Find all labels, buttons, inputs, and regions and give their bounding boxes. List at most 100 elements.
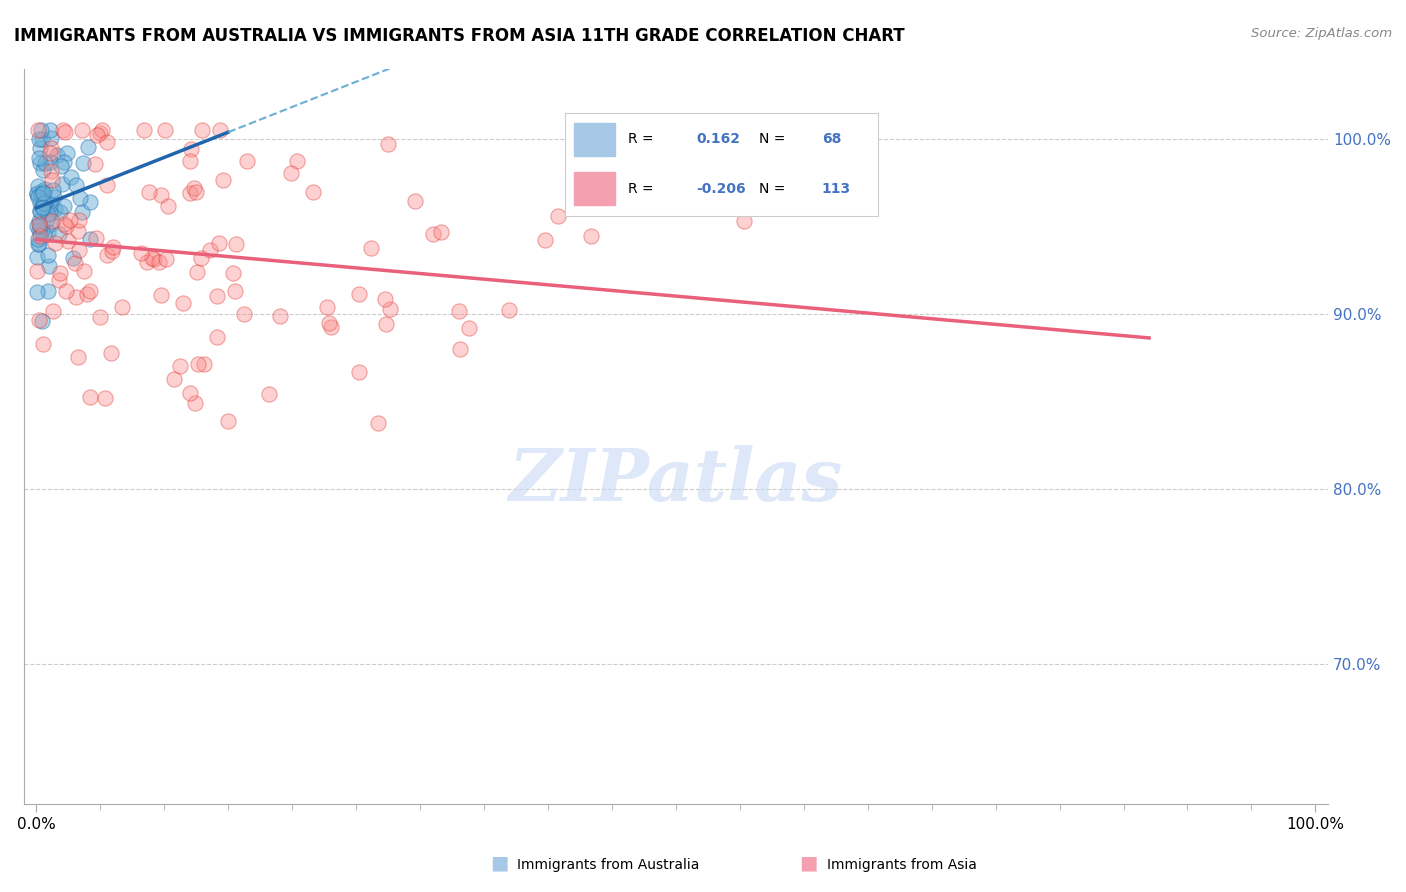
Point [225,237,247,252]
Point [360,241,382,255]
Point [28,219,51,233]
Point [59,212,82,227]
Point [84,157,107,171]
Point [138,185,160,199]
Point [34,182,56,196]
Point [28,223,51,237]
Point [224,284,246,298]
Point [39,141,62,155]
Point [52,218,75,232]
Point [498,302,520,317]
Point [27,236,49,251]
Point [52,154,75,169]
Point [79,284,101,298]
Point [89,127,111,141]
Point [32,162,55,177]
Point [39,146,62,161]
Point [150,287,173,301]
Text: Source: ZipAtlas.com: Source: ZipAtlas.com [1251,27,1392,40]
Point [205,330,228,344]
Point [157,199,180,213]
Point [129,246,152,260]
Point [148,254,170,268]
Point [39,131,62,145]
Point [184,186,207,200]
Point [45,148,67,162]
Point [52,123,75,137]
Point [318,316,340,330]
Point [41,173,63,187]
Text: ■: ■ [489,854,509,872]
Point [208,123,231,137]
Point [48,266,70,280]
Point [25,186,48,200]
Point [374,292,396,306]
Point [547,209,569,223]
Point [37,225,59,239]
Point [32,228,55,243]
Point [60,169,83,184]
Point [111,301,134,315]
Point [56,234,79,248]
Point [430,225,453,239]
Point [28,156,51,170]
Point [28,151,51,165]
Point [42,304,65,318]
Point [302,185,325,199]
Point [65,178,87,192]
Point [79,232,101,246]
Point [377,136,399,151]
Point [37,284,59,298]
Point [27,231,49,245]
Point [28,196,51,211]
Point [367,416,389,430]
Point [42,183,65,197]
Point [39,123,62,137]
Point [49,205,72,219]
Point [190,251,212,265]
Point [155,252,177,267]
Point [31,199,53,213]
Point [38,259,60,273]
Point [31,184,53,198]
Point [163,372,186,386]
Point [39,205,62,219]
Point [183,180,205,194]
Point [169,359,191,373]
Point [217,415,239,429]
Point [86,128,108,142]
Point [28,313,51,327]
Point [347,366,370,380]
Point [51,177,73,191]
Point [30,186,52,201]
Point [52,199,75,213]
Point [28,203,51,218]
Point [449,342,471,356]
Point [35,194,58,208]
Point [31,336,53,351]
Point [96,248,118,262]
Point [280,166,302,180]
Point [32,195,55,210]
Point [100,346,122,360]
Point [179,153,201,168]
Text: ZIPatlas: ZIPatlas [509,445,844,516]
Point [44,190,66,204]
Point [374,317,396,331]
Point [534,233,557,247]
Point [579,228,602,243]
Point [205,289,228,303]
Point [31,132,53,146]
Point [186,265,208,279]
Point [447,303,470,318]
Point [84,231,107,245]
Point [143,252,166,266]
Point [27,186,49,201]
Point [184,396,207,410]
Point [48,273,70,287]
Point [72,123,94,137]
Point [28,237,51,252]
Point [319,319,342,334]
Point [44,236,66,251]
Point [30,123,52,137]
